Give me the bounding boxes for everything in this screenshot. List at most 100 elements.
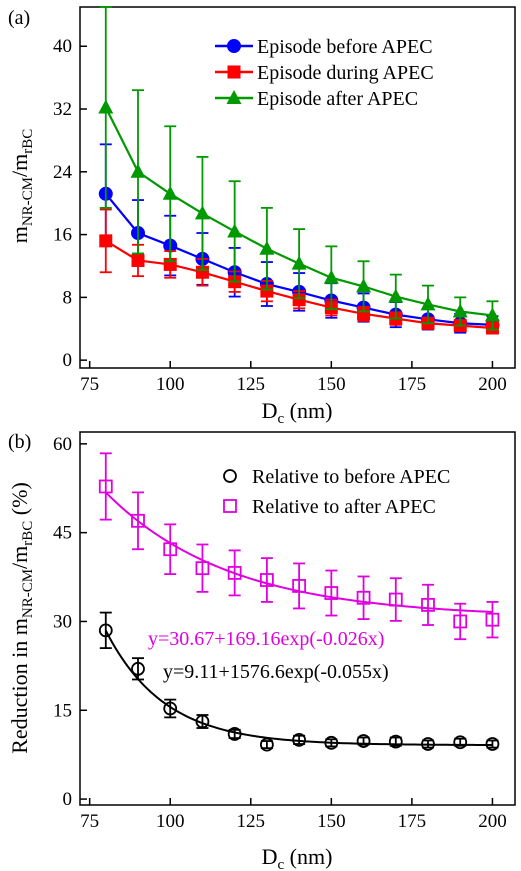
- x-tick-label: 200: [478, 811, 507, 832]
- series-2: [98, 6, 500, 331]
- panel-b-x-axis-label: Dc (nm): [262, 844, 333, 871]
- x-tick-label: 125: [237, 374, 266, 395]
- legend-label: Episode during APEC: [257, 62, 434, 84]
- series-0: [98, 611, 500, 752]
- data-point: [227, 566, 242, 580]
- panel-a-series: [98, 6, 500, 335]
- data-point: [98, 99, 114, 114]
- legend-label: Relative to after APEC: [252, 496, 436, 518]
- panel-b-series: [98, 452, 500, 752]
- data-point: [99, 234, 113, 248]
- data-point: [356, 734, 371, 748]
- y-tick-label: 40: [53, 36, 72, 57]
- data-point: [453, 614, 468, 629]
- fit-equation-before-apec: y=9.11+1576.6exp(-0.055x): [163, 661, 389, 683]
- data-point: [194, 205, 210, 220]
- data-point: [195, 561, 210, 576]
- data-point: [356, 590, 371, 605]
- panel-b-plot-frame: [79, 431, 516, 806]
- data-point: [259, 240, 275, 255]
- legend-marker: [227, 65, 241, 79]
- panel-a-legend: Episode before APEC Episode during APEC Ep…: [215, 36, 434, 110]
- svg-text:Reduction in mNR-CM/mrBC (%): Reduction in mNR-CM/mrBC (%): [7, 482, 36, 754]
- y-tick-label: 32: [53, 99, 72, 120]
- data-point: [131, 661, 145, 676]
- panel-b-x-ticks: 75 100 125 150 175 200: [80, 798, 507, 832]
- data-point: [484, 307, 500, 322]
- data-point: [292, 732, 307, 747]
- panel-b-legend: Relative to before APEC Relative to after…: [223, 466, 450, 518]
- fit-equation-after-apec: y=30.67+169.16exp(-0.026x): [148, 628, 384, 650]
- data-point: [163, 542, 178, 557]
- data-point: [227, 223, 243, 238]
- data-point: [485, 612, 500, 627]
- data-point: [162, 185, 178, 200]
- legend-label: Episode after APEC: [257, 88, 418, 110]
- x-tick-label: 175: [398, 374, 427, 395]
- x-tick-label: 100: [156, 811, 185, 832]
- data-point: [485, 737, 500, 751]
- data-point: [260, 284, 274, 298]
- data-point: [420, 296, 436, 311]
- panel-a-x-axis-label: Dc (nm): [262, 398, 333, 427]
- data-point: [356, 278, 372, 293]
- data-point: [131, 253, 145, 267]
- legend-marker: [223, 469, 237, 483]
- y-tick-label: 45: [53, 523, 72, 544]
- panel-a-letter: (a): [8, 7, 30, 29]
- svg-text:mNR-CM/mrBC: mNR-CM/mrBC: [7, 129, 36, 244]
- y-tick-label: 16: [53, 225, 72, 246]
- y-tick-label: 15: [53, 700, 72, 721]
- data-point: [130, 163, 146, 178]
- panel-b-y-ticks: 0 15 30 45 60: [53, 434, 87, 810]
- data-point: [195, 714, 210, 729]
- data-point: [227, 727, 242, 741]
- panel-b: (b) 75 100 125 150 175 200 0 15 30 45 60 Relative…: [7, 431, 516, 871]
- data-point: [98, 479, 113, 494]
- data-point: [259, 737, 274, 752]
- y-tick-label: 0: [63, 789, 73, 810]
- y-tick-label: 24: [53, 162, 73, 183]
- y-tick-label: 8: [63, 287, 73, 308]
- data-point: [421, 597, 435, 612]
- x-tick-label: 200: [478, 374, 507, 395]
- panel-a-x-ticks: 75 100 125 150 175 200: [80, 361, 507, 395]
- legend-marker: [226, 90, 242, 104]
- data-point: [324, 735, 339, 750]
- data-point: [452, 303, 468, 318]
- data-point: [453, 735, 468, 750]
- data-point: [292, 293, 306, 307]
- x-tick-label: 75: [80, 374, 99, 395]
- legend-label: Episode before APEC: [257, 36, 433, 58]
- data-point: [388, 592, 403, 607]
- x-tick-label: 150: [317, 374, 346, 395]
- data-point: [421, 737, 435, 751]
- data-point: [291, 255, 307, 270]
- panel-a: (a) 75 100 125 150 175 200 0 8 16 24 32 40 Episode…: [7, 6, 516, 427]
- data-point: [388, 734, 403, 749]
- data-point: [323, 269, 339, 284]
- x-tick-label: 175: [398, 811, 427, 832]
- x-tick-label: 125: [237, 811, 266, 832]
- panel-a-y-ticks: 0 8 16 24 32 40: [53, 36, 87, 371]
- data-point: [324, 586, 339, 600]
- panel-b-letter: (b): [8, 431, 31, 453]
- series-1: [98, 452, 500, 641]
- y-tick-label: 30: [53, 611, 72, 632]
- panel-b-y-axis-label: Reduction in mNR-CM/mrBC (%): [7, 482, 36, 754]
- legend-label: Relative to before APEC: [252, 466, 450, 488]
- data-point: [131, 513, 145, 528]
- legend-marker: [223, 499, 237, 513]
- x-tick-label: 100: [156, 374, 185, 395]
- legend-marker: [227, 39, 241, 53]
- x-tick-label: 150: [317, 811, 346, 832]
- y-tick-label: 0: [63, 350, 73, 371]
- y-tick-label: 60: [53, 434, 72, 455]
- data-point: [98, 623, 113, 638]
- data-point: [388, 288, 404, 303]
- data-point: [259, 573, 274, 587]
- data-point: [292, 579, 307, 593]
- panel-a-plot-frame: [79, 6, 516, 369]
- x-tick-label: 75: [80, 811, 99, 832]
